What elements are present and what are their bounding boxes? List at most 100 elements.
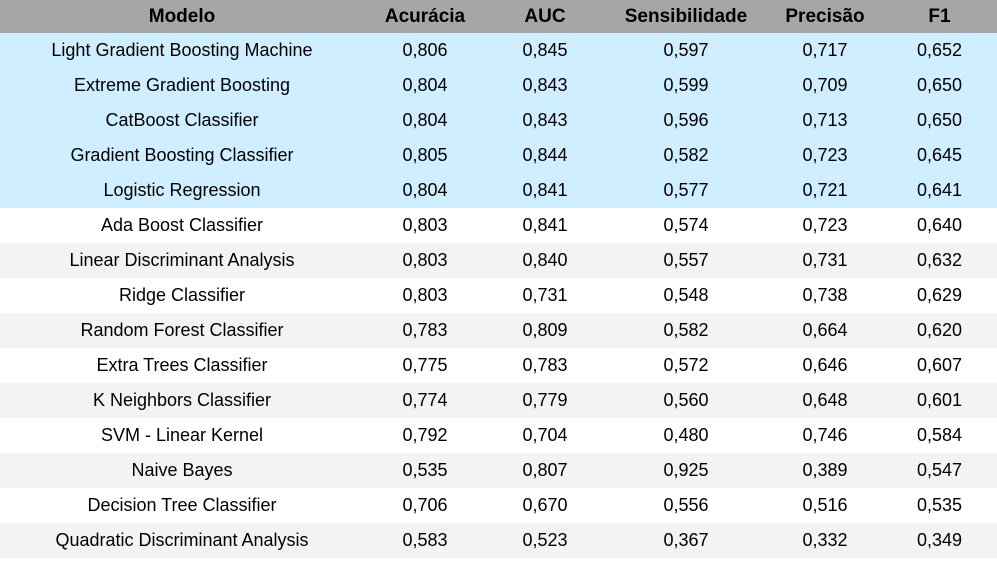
- table-row: Light Gradient Boosting Machine 0,806 0,84…: [0, 33, 997, 68]
- cell-auc: 0,809: [522, 320, 568, 340]
- cell-f1: 0,650: [916, 110, 963, 130]
- cell-sensitivity: 0,582: [663, 320, 709, 340]
- cell-precision: 0,516: [802, 495, 848, 515]
- cell-sensitivity: 0,367: [663, 530, 709, 550]
- cell-accuracy: 0,803: [402, 285, 448, 305]
- cell-sensitivity: 0,596: [663, 110, 709, 130]
- cell-auc: 0,843: [522, 110, 568, 130]
- cell-f1: 0,650: [916, 75, 963, 95]
- cell-auc: 0,523: [522, 530, 568, 550]
- cell-model: Extreme Gradient Boosting: [73, 75, 291, 95]
- cell-sensitivity: 0,548: [663, 285, 709, 305]
- cell-precision: 0,746: [802, 425, 848, 445]
- cell-model: CatBoost Classifier: [105, 110, 259, 130]
- cell-f1: 0,632: [916, 250, 963, 270]
- cell-model: Naive Bayes: [131, 460, 233, 480]
- cell-precision: 0,723: [802, 215, 848, 235]
- cell-precision: 0,709: [802, 75, 848, 95]
- cell-precision: 0,664: [802, 320, 848, 340]
- cell-precision: 0,389: [802, 460, 848, 480]
- header-row: Modelo Acurácia AUC Sensibilidade Precisão F1: [0, 0, 997, 33]
- table-row: Extra Trees Classifier 0,775 0,783 0,572 0,6…: [0, 348, 997, 383]
- cell-model: Light Gradient Boosting Machine: [51, 40, 313, 60]
- table-row: Ridge Classifier 0,803 0,731 0,548 0,738 0,62…: [0, 278, 997, 313]
- cell-auc: 0,670: [522, 495, 568, 515]
- cell-f1: 0,641: [916, 180, 963, 200]
- cell-accuracy: 0,805: [402, 145, 448, 165]
- cell-precision: 0,731: [802, 250, 848, 270]
- column-header-model: Modelo: [148, 5, 216, 27]
- cell-auc: 0,840: [522, 250, 568, 270]
- cell-model: Extra Trees Classifier: [96, 355, 268, 375]
- cell-auc: 0,704: [522, 425, 568, 445]
- cell-accuracy: 0,706: [402, 495, 448, 515]
- table-row: Ada Boost Classifier 0,803 0,841 0,574 0,723…: [0, 208, 997, 243]
- cell-sensitivity: 0,599: [663, 75, 709, 95]
- cell-f1: 0,640: [916, 215, 963, 235]
- cell-f1: 0,584: [916, 425, 963, 445]
- cell-precision: 0,723: [802, 145, 848, 165]
- cell-precision: 0,713: [802, 110, 848, 130]
- cell-auc: 0,807: [522, 460, 568, 480]
- table-row: Linear Discriminant Analysis 0,803 0,840 0,…: [0, 243, 997, 278]
- column-header-f1: F1: [928, 5, 951, 27]
- cell-sensitivity: 0,597: [663, 40, 709, 60]
- cell-auc: 0,843: [522, 75, 568, 95]
- cell-sensitivity: 0,557: [663, 250, 709, 270]
- cell-f1: 0,629: [916, 285, 963, 305]
- column-header-auc: AUC: [524, 5, 566, 27]
- cell-precision: 0,721: [802, 180, 848, 200]
- cell-sensitivity: 0,556: [663, 495, 709, 515]
- table-row: Decision Tree Classifier 0,706 0,670 0,556 0…: [0, 488, 997, 523]
- cell-model: Logistic Regression: [103, 180, 261, 200]
- cell-sensitivity: 0,582: [663, 145, 709, 165]
- cell-auc: 0,731: [522, 285, 568, 305]
- cell-sensitivity: 0,480: [663, 425, 709, 445]
- cell-accuracy: 0,775: [402, 355, 448, 375]
- cell-sensitivity: 0,560: [663, 390, 709, 410]
- cell-f1: 0,547: [916, 460, 963, 480]
- cell-accuracy: 0,804: [402, 110, 448, 130]
- cell-sensitivity: 0,577: [663, 180, 709, 200]
- cell-auc: 0,841: [522, 180, 568, 200]
- cell-accuracy: 0,803: [402, 250, 448, 270]
- cell-auc: 0,779: [522, 390, 568, 410]
- column-header-sensitivity: Sensibilidade: [624, 5, 748, 27]
- table-row: SVM - Linear Kernel 0,792 0,704 0,480 0,746 0…: [0, 418, 997, 453]
- cell-accuracy: 0,792: [402, 425, 448, 445]
- cell-accuracy: 0,783: [402, 320, 448, 340]
- cell-accuracy: 0,774: [402, 390, 448, 410]
- cell-precision: 0,717: [802, 40, 848, 60]
- table-row: Random Forest Classifier 0,783 0,809 0,582 0…: [0, 313, 997, 348]
- cell-model: SVM - Linear Kernel: [100, 425, 264, 445]
- cell-sensitivity: 0,574: [663, 215, 709, 235]
- table-row: Extreme Gradient Boosting 0,804 0,843 0,599…: [0, 68, 997, 103]
- cell-accuracy: 0,806: [402, 40, 448, 60]
- cell-accuracy: 0,804: [402, 75, 448, 95]
- cell-model: Random Forest Classifier: [80, 320, 284, 340]
- cell-auc: 0,783: [522, 355, 568, 375]
- column-header-accuracy: Acurácia: [384, 5, 466, 27]
- cell-precision: 0,648: [802, 390, 848, 410]
- table-body: Light Gradient Boosting Machine 0,806 0,84…: [0, 33, 997, 558]
- cell-sensitivity: 0,925: [663, 460, 709, 480]
- cell-f1: 0,349: [916, 530, 963, 550]
- table-row: CatBoost Classifier 0,804 0,843 0,596 0,713 0…: [0, 103, 997, 138]
- table-row: Quadratic Discriminant Analysis 0,583 0,52…: [0, 523, 997, 558]
- cell-precision: 0,332: [802, 530, 848, 550]
- cell-model: K Neighbors Classifier: [92, 390, 272, 410]
- cell-model: Gradient Boosting Classifier: [70, 145, 294, 165]
- cell-f1: 0,535: [916, 495, 963, 515]
- cell-accuracy: 0,535: [402, 460, 448, 480]
- cell-auc: 0,844: [522, 145, 568, 165]
- cell-f1: 0,645: [916, 145, 963, 165]
- cell-model: Decision Tree Classifier: [87, 495, 277, 515]
- cell-auc: 0,841: [522, 215, 568, 235]
- table-row: Naive Bayes 0,535 0,807 0,925 0,389 0,547: [0, 453, 997, 488]
- cell-model: Ada Boost Classifier: [100, 215, 264, 235]
- table-row: K Neighbors Classifier 0,774 0,779 0,560 0,6…: [0, 383, 997, 418]
- cell-precision: 0,646: [802, 355, 848, 375]
- cell-precision: 0,738: [802, 285, 848, 305]
- cell-sensitivity: 0,572: [663, 355, 709, 375]
